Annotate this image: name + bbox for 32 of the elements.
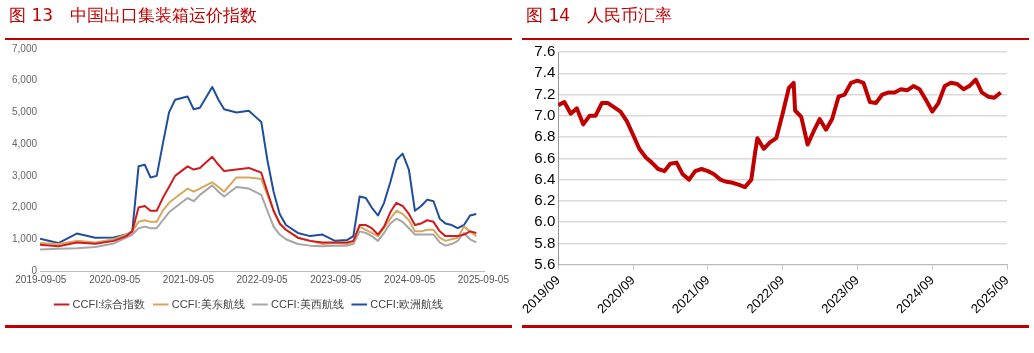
x-tick-label: 2021-09-05 [162,273,215,285]
x-tick-label: 2020-09-05 [89,273,141,285]
x-tick-label: 2023-09-05 [310,273,362,285]
y-tick-label: 6.6 [534,148,556,166]
y-tick-label: 7.2 [534,84,556,102]
y-tick-label: 5,000 [11,106,38,118]
legend-label: CCFI:综合指数 [72,297,146,310]
y-tick-label: 4,000 [11,137,38,149]
y-tick-label: 1,000 [11,233,38,245]
x-tick-label: 2022-09-05 [236,273,289,285]
legend-label: CCFI:美西航线 [271,297,344,310]
x-tick-label: 2024-09-05 [384,273,436,285]
chart-title: 图 14 人民币汇率 [525,4,674,27]
y-tick-label: 5.6 [534,254,556,272]
y-tick-label: 3,000 [11,169,38,181]
y-tick-label: 6.0 [534,212,556,230]
y-tick-label: 6.8 [534,127,556,145]
chart-title: 图 13 中国出口集装箱运价指数 [8,4,259,27]
x-tick-label: 2019-09-05 [15,273,67,285]
legend-label: CCFI:欧洲航线 [370,297,443,310]
y-tick-label: 5.8 [534,233,556,251]
y-tick-label: 6.4 [534,169,556,187]
x-tick-label: 2025-09-05 [457,273,510,285]
y-tick-label: 7.4 [534,63,556,81]
legend-label: CCFI:美东航线 [171,297,245,310]
y-tick-label: 0 [31,264,38,276]
y-tick-label: 6.2 [534,191,556,209]
y-tick-label: 7.6 [534,42,556,60]
y-tick-label: 2,000 [11,201,38,213]
y-tick-label: 7,000 [11,42,38,54]
y-tick-label: 7.0 [534,105,556,123]
y-tick-label: 6,000 [11,74,38,86]
